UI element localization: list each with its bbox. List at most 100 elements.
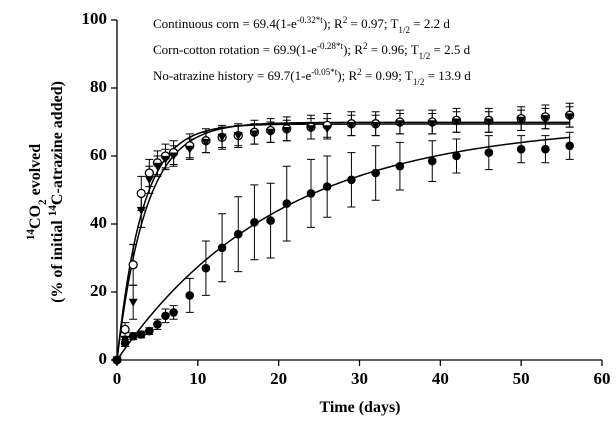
marker <box>484 148 494 157</box>
y-tick-label: 100 <box>82 9 108 28</box>
marker <box>201 263 211 273</box>
x-tick-label: 10 <box>189 369 206 388</box>
text-part: 2 <box>343 15 348 25</box>
marker <box>201 138 211 147</box>
text-part: = 0.97; T <box>347 16 398 31</box>
marker <box>233 132 243 141</box>
marker <box>322 182 332 191</box>
marker <box>322 125 332 134</box>
text-part: -0.28*t <box>317 41 343 51</box>
marker <box>120 324 130 335</box>
marker <box>565 113 575 122</box>
marker <box>112 355 122 365</box>
text-part: = 2.2 d <box>410 16 450 31</box>
marker <box>371 121 381 130</box>
text-part: (% of initial <box>49 216 66 303</box>
x-tick-label: 40 <box>432 369 449 388</box>
y-tick-label: 60 <box>90 145 107 164</box>
marker <box>136 206 146 215</box>
marker <box>371 168 380 178</box>
y-tick-label: 20 <box>90 281 107 300</box>
marker <box>217 133 227 142</box>
annotation: No-atrazine history = 69.7(1-e-0.05*t); … <box>153 67 471 87</box>
marker <box>347 175 356 185</box>
text-part: -0.32*t <box>297 15 323 25</box>
marker <box>306 125 316 134</box>
y-tick-label: 0 <box>99 349 108 368</box>
marker <box>452 118 461 127</box>
text-part: C-atrazine added) <box>49 81 66 205</box>
marker <box>250 218 259 227</box>
marker <box>540 115 550 124</box>
text-part: Continuous corn = 69.4(1-e <box>153 16 297 31</box>
marker <box>144 168 154 178</box>
text-part: No-atrazine history = 69.7(1-e <box>153 68 311 83</box>
text-part: ); R <box>337 68 357 83</box>
marker <box>452 151 461 161</box>
text-part: = 0.96; T <box>367 42 418 57</box>
y-tick-label: 40 <box>90 213 107 232</box>
marker <box>128 260 138 270</box>
fit-curve <box>116 123 570 361</box>
marker <box>484 118 494 127</box>
x-tick-label: 20 <box>270 369 287 388</box>
text-part: 14 <box>47 205 59 217</box>
text-part: ); R <box>343 42 363 57</box>
marker <box>136 188 146 199</box>
text-part: CO <box>27 205 44 229</box>
marker <box>233 229 243 239</box>
text-part: -0.05*t <box>311 67 337 77</box>
x-tick-label: 60 <box>594 369 611 388</box>
annotation: Corn-cotton rotation = 69.9(1-e-0.28*t);… <box>153 41 471 61</box>
marker <box>266 128 276 137</box>
marker <box>427 156 437 166</box>
text-part: 1/2 <box>419 51 431 61</box>
marker <box>516 144 526 154</box>
marker <box>136 330 146 339</box>
text-part: = 0.99; T <box>362 68 413 83</box>
marker <box>565 141 574 151</box>
text-part: 2 <box>37 199 49 205</box>
marker <box>249 130 259 139</box>
marker <box>169 308 178 317</box>
y-axis-title: 14CO2 evolved <box>25 144 49 240</box>
marker <box>161 155 170 164</box>
marker <box>169 152 179 161</box>
marker <box>516 116 526 125</box>
text-part: 2 <box>357 67 362 77</box>
marker <box>217 243 227 253</box>
marker <box>282 127 292 135</box>
marker <box>541 144 550 154</box>
marker <box>153 320 162 329</box>
marker <box>161 311 170 321</box>
marker <box>145 326 154 336</box>
text-part: = 13.9 d <box>424 68 471 83</box>
text-part: ); R <box>323 16 343 31</box>
marker <box>128 298 138 307</box>
x-tick-label: 50 <box>513 369 530 388</box>
text-part: 1/2 <box>398 25 410 35</box>
marker <box>152 162 162 171</box>
marker <box>282 199 292 208</box>
fit-curve <box>116 121 570 361</box>
annotation: Continuous corn = 69.4(1-e-0.32*t); R2 =… <box>153 15 450 35</box>
marker <box>346 121 356 130</box>
text-part: evolved <box>27 144 44 200</box>
fit-curve <box>116 136 570 361</box>
marker <box>128 331 138 341</box>
marker <box>185 291 195 300</box>
marker <box>185 145 195 154</box>
y-axis-title: (% of initial 14C-atrazine added) <box>47 81 66 303</box>
text-part: 2 <box>363 41 368 51</box>
marker <box>306 189 316 198</box>
text-part: 14 <box>25 229 37 241</box>
y-tick-label: 80 <box>90 77 107 96</box>
x-tick-label: 0 <box>113 369 122 388</box>
marker <box>395 161 405 171</box>
marker <box>144 176 154 185</box>
marker <box>266 216 275 225</box>
marker <box>120 338 130 348</box>
text-part: 1/2 <box>413 77 425 87</box>
text-part: = 2.5 d <box>430 42 470 57</box>
